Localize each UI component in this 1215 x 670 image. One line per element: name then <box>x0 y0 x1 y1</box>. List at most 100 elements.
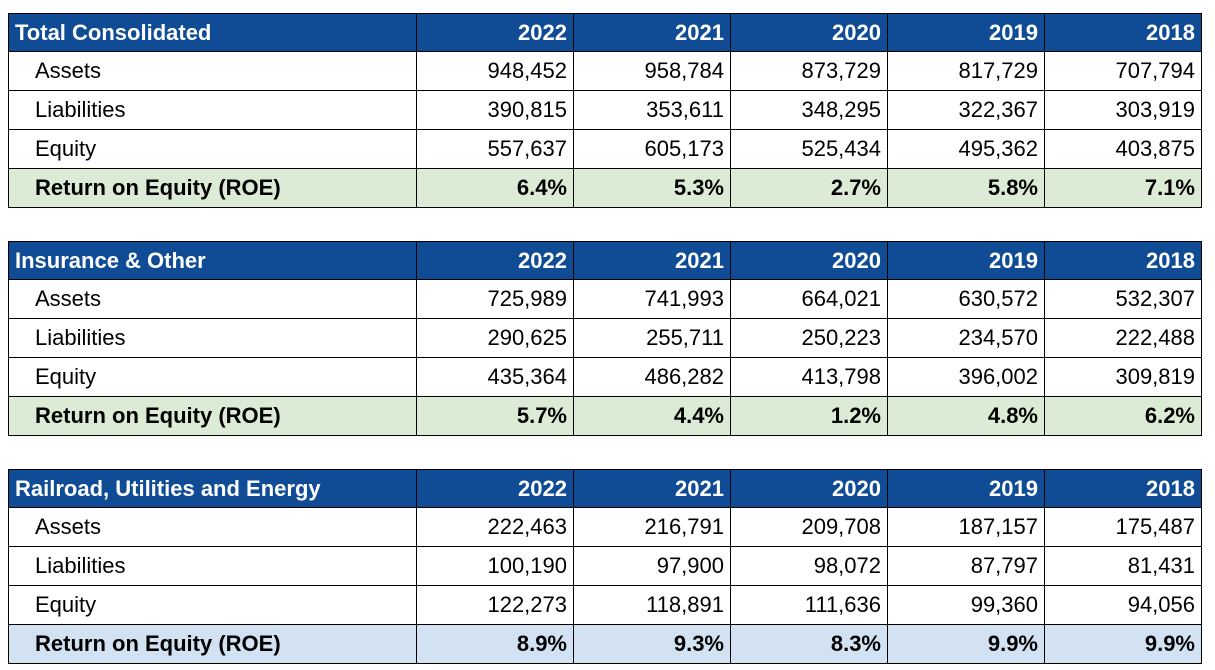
cell-value: 413,798 <box>730 357 888 397</box>
cell-value: 495,362 <box>887 129 1045 169</box>
row-label: Equity <box>8 129 417 169</box>
cell-value: 532,307 <box>1044 279 1202 319</box>
year-header: 2019 <box>887 469 1045 508</box>
year-header: 2020 <box>730 13 888 52</box>
cell-value: 948,452 <box>416 51 574 91</box>
row-label: Return on Equity (ROE) <box>8 168 417 208</box>
table-row-assets: Assets 222,463 216,791 209,708 187,157 1… <box>8 507 1202 547</box>
cell-value: 99,360 <box>887 585 1045 625</box>
year-header: 2020 <box>730 469 888 508</box>
cell-value: 5.8% <box>887 168 1045 208</box>
year-header: 2021 <box>573 13 731 52</box>
cell-value: 81,431 <box>1044 546 1202 586</box>
table-row-assets: Assets 725,989 741,993 664,021 630,572 5… <box>8 279 1202 319</box>
cell-value: 111,636 <box>730 585 888 625</box>
row-label: Assets <box>8 507 417 547</box>
row-label: Return on Equity (ROE) <box>8 624 417 664</box>
cell-value: 98,072 <box>730 546 888 586</box>
cell-value: 250,223 <box>730 318 888 358</box>
table-row-equity: Equity 557,637 605,173 525,434 495,362 4… <box>8 129 1202 169</box>
cell-value: 322,367 <box>887 90 1045 130</box>
table-header-row: Insurance & Other 2022 2021 2020 2019 20… <box>8 241 1202 280</box>
cell-value: 403,875 <box>1044 129 1202 169</box>
cell-value: 255,711 <box>573 318 731 358</box>
table-row-roe: Return on Equity (ROE) 8.9% 9.3% 8.3% 9.… <box>8 624 1202 664</box>
cell-value: 9.9% <box>1044 624 1202 664</box>
cell-value: 222,463 <box>416 507 574 547</box>
cell-value: 6.4% <box>416 168 574 208</box>
year-header: 2022 <box>416 469 574 508</box>
cell-value: 817,729 <box>887 51 1045 91</box>
cell-value: 4.8% <box>887 396 1045 436</box>
row-label: Liabilities <box>8 318 417 358</box>
year-header: 2022 <box>416 241 574 280</box>
table-row-liabilities: Liabilities 100,190 97,900 98,072 87,797… <box>8 546 1202 586</box>
cell-value: 5.7% <box>416 396 574 436</box>
cell-value: 122,273 <box>416 585 574 625</box>
table-header-row: Railroad, Utilities and Energy 2022 2021… <box>8 469 1202 508</box>
cell-value: 4.4% <box>573 396 731 436</box>
year-header: 2019 <box>887 13 1045 52</box>
cell-value: 2.7% <box>730 168 888 208</box>
cell-value: 9.3% <box>573 624 731 664</box>
cell-value: 435,364 <box>416 357 574 397</box>
cell-value: 396,002 <box>887 357 1045 397</box>
total-consolidated-table: Total Consolidated 2022 2021 2020 2019 2… <box>8 13 1202 208</box>
row-label: Assets <box>8 279 417 319</box>
cell-value: 216,791 <box>573 507 731 547</box>
table-row-equity: Equity 435,364 486,282 413,798 396,002 3… <box>8 357 1202 397</box>
cell-value: 9.9% <box>887 624 1045 664</box>
cell-value: 94,056 <box>1044 585 1202 625</box>
cell-value: 725,989 <box>416 279 574 319</box>
cell-value: 209,708 <box>730 507 888 547</box>
cell-value: 664,021 <box>730 279 888 319</box>
railroad-utilities-energy-table: Railroad, Utilities and Energy 2022 2021… <box>8 469 1202 664</box>
cell-value: 958,784 <box>573 51 731 91</box>
cell-value: 630,572 <box>887 279 1045 319</box>
cell-value: 525,434 <box>730 129 888 169</box>
year-header: 2018 <box>1044 13 1202 52</box>
cell-value: 486,282 <box>573 357 731 397</box>
insurance-other-table: Insurance & Other 2022 2021 2020 2019 20… <box>8 241 1202 436</box>
cell-value: 605,173 <box>573 129 731 169</box>
row-label: Assets <box>8 51 417 91</box>
row-label: Return on Equity (ROE) <box>8 396 417 436</box>
cell-value: 353,611 <box>573 90 731 130</box>
cell-value: 87,797 <box>887 546 1045 586</box>
cell-value: 557,637 <box>416 129 574 169</box>
year-header: 2020 <box>730 241 888 280</box>
table-title: Railroad, Utilities and Energy <box>8 469 417 508</box>
cell-value: 873,729 <box>730 51 888 91</box>
cell-value: 118,891 <box>573 585 731 625</box>
cell-value: 100,190 <box>416 546 574 586</box>
row-label: Equity <box>8 357 417 397</box>
table-row-liabilities: Liabilities 290,625 255,711 250,223 234,… <box>8 318 1202 358</box>
cell-value: 309,819 <box>1044 357 1202 397</box>
cell-value: 97,900 <box>573 546 731 586</box>
cell-value: 741,993 <box>573 279 731 319</box>
year-header: 2022 <box>416 13 574 52</box>
cell-value: 175,487 <box>1044 507 1202 547</box>
table-row-roe: Return on Equity (ROE) 5.7% 4.4% 1.2% 4.… <box>8 396 1202 436</box>
year-header: 2019 <box>887 241 1045 280</box>
table-row-equity: Equity 122,273 118,891 111,636 99,360 94… <box>8 585 1202 625</box>
row-label: Liabilities <box>8 546 417 586</box>
cell-value: 5.3% <box>573 168 731 208</box>
cell-value: 348,295 <box>730 90 888 130</box>
table-row-liabilities: Liabilities 390,815 353,611 348,295 322,… <box>8 90 1202 130</box>
cell-value: 222,488 <box>1044 318 1202 358</box>
table-title: Insurance & Other <box>8 241 417 280</box>
cell-value: 303,919 <box>1044 90 1202 130</box>
cell-value: 187,157 <box>887 507 1045 547</box>
table-row-roe: Return on Equity (ROE) 6.4% 5.3% 2.7% 5.… <box>8 168 1202 208</box>
cell-value: 234,570 <box>887 318 1045 358</box>
cell-value: 6.2% <box>1044 396 1202 436</box>
cell-value: 8.9% <box>416 624 574 664</box>
cell-value: 8.3% <box>730 624 888 664</box>
table-row-assets: Assets 948,452 958,784 873,729 817,729 7… <box>8 51 1202 91</box>
cell-value: 7.1% <box>1044 168 1202 208</box>
cell-value: 290,625 <box>416 318 574 358</box>
row-label: Equity <box>8 585 417 625</box>
year-header: 2018 <box>1044 241 1202 280</box>
year-header: 2018 <box>1044 469 1202 508</box>
